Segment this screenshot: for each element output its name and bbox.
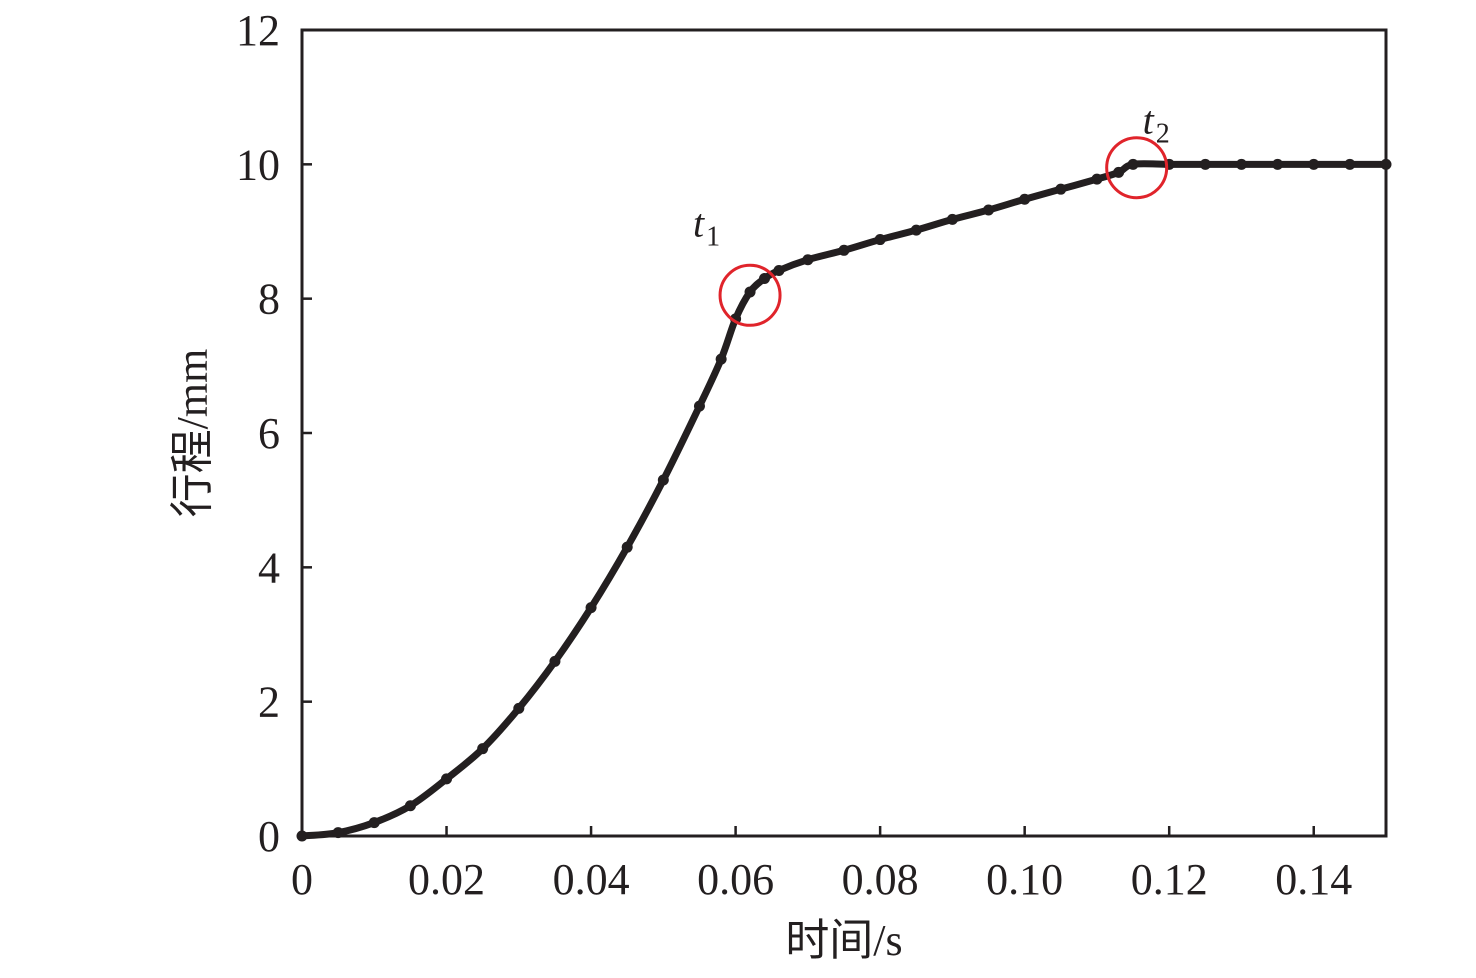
data-point (549, 655, 561, 667)
annotation-label-main: t (1143, 98, 1155, 143)
data-point (946, 213, 958, 225)
x-tick-label: 0.04 (553, 855, 630, 904)
x-axis: 0 0.02 0.04 0.06 0.08 0.10 0.12 0.14 (291, 826, 1352, 904)
data-point (910, 224, 922, 236)
x-tick-label: 0.02 (408, 855, 485, 904)
data-point (838, 244, 850, 256)
data-point (332, 827, 344, 839)
annotation-label-subscript: 1 (706, 221, 720, 252)
y-tick-label: 4 (258, 543, 280, 592)
data-point (715, 353, 727, 365)
data-point (1308, 158, 1320, 170)
annotation-label: t1 (693, 200, 720, 252)
data-point (477, 743, 489, 755)
y-tick-label: 0 (258, 812, 280, 861)
series-line (298, 160, 1390, 840)
data-point (983, 204, 995, 216)
y-tick-label: 8 (258, 275, 280, 324)
data-point (759, 273, 771, 285)
data-point (1113, 166, 1125, 178)
x-tick-label: 0.14 (1275, 855, 1352, 904)
y-axis: 0 2 4 6 8 10 12 (236, 6, 312, 861)
data-point (693, 400, 705, 412)
x-tick-label: 0.06 (697, 855, 774, 904)
data-point (404, 800, 416, 812)
y-tick-label: 12 (236, 6, 280, 55)
data-point (874, 234, 886, 246)
annotation-label-subscript: 2 (1156, 119, 1170, 150)
data-point (1344, 158, 1356, 170)
data-point (1272, 158, 1284, 170)
y-tick-label: 6 (258, 409, 280, 458)
data-point (1127, 158, 1139, 170)
data-point (585, 602, 597, 614)
data-point (296, 830, 308, 842)
data-point (744, 286, 756, 298)
data-point (368, 817, 380, 829)
y-tick-label: 2 (258, 678, 280, 727)
x-tick-label: 0.08 (842, 855, 919, 904)
annotation-label-main: t (693, 200, 705, 245)
data-point (1235, 158, 1247, 170)
data-point (802, 254, 814, 266)
annotation-label: t2 (1143, 98, 1170, 150)
x-tick-label: 0 (291, 855, 313, 904)
data-point (773, 264, 785, 276)
x-tick-label: 0.12 (1131, 855, 1208, 904)
data-point (621, 541, 633, 553)
data-point (1055, 183, 1067, 195)
y-tick-label: 10 (236, 140, 280, 189)
x-axis-label: 时间/s (785, 916, 902, 965)
data-point (1019, 193, 1031, 205)
series-layer (296, 158, 1392, 842)
data-point (1091, 173, 1103, 185)
data-point (1199, 158, 1211, 170)
annotation-circle (1105, 136, 1169, 200)
annotation-circle (718, 263, 782, 327)
data-point (513, 702, 525, 714)
x-tick-label: 0.10 (986, 855, 1063, 904)
data-point (441, 773, 453, 785)
y-axis-label: 行程/mm (168, 349, 217, 518)
data-point (657, 474, 669, 486)
plot-frame (300, 28, 1388, 838)
data-point (1380, 158, 1392, 170)
